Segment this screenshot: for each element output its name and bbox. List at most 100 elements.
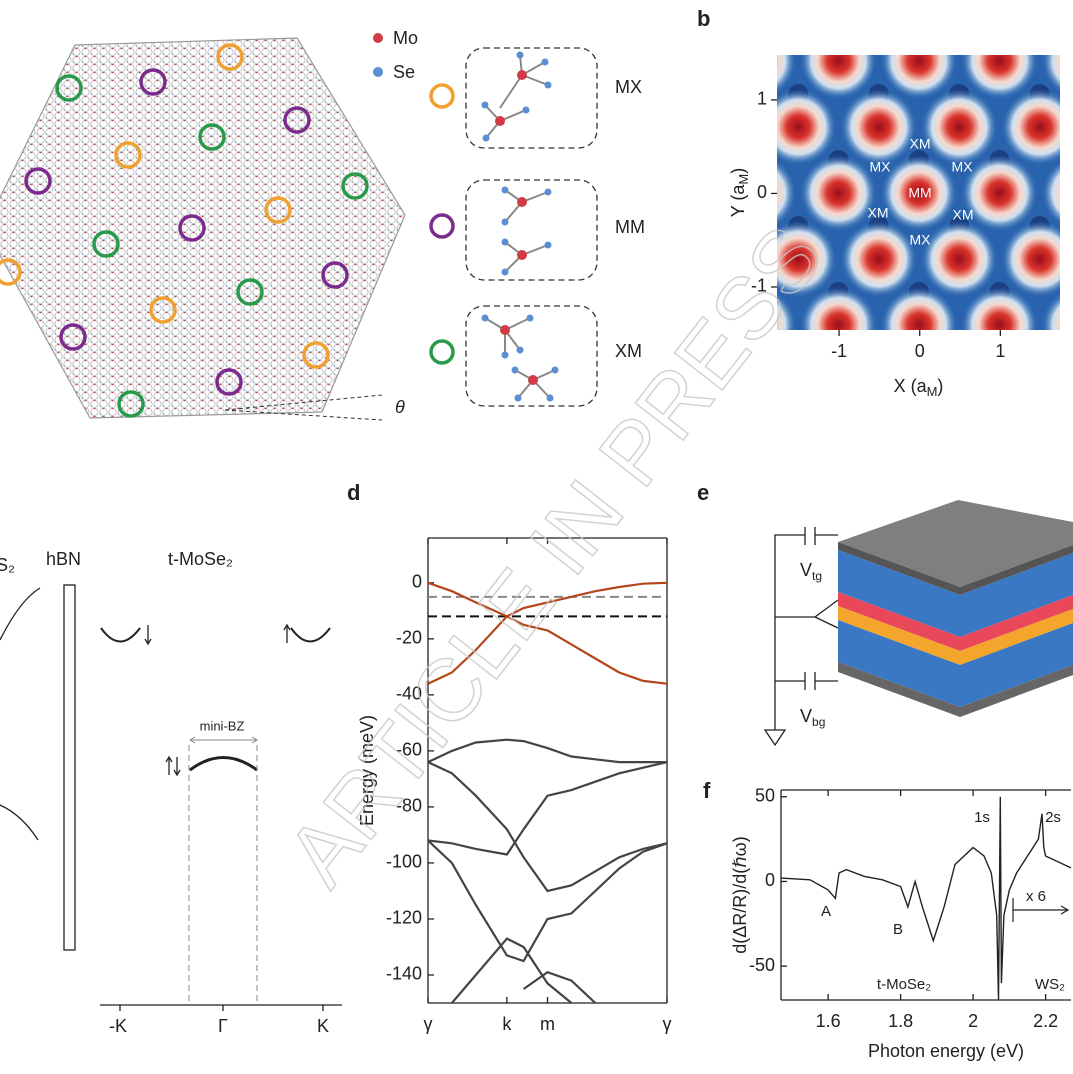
layer-label: S₂ (0, 555, 15, 575)
x-tick-label: 1 (995, 341, 1005, 361)
y-tick-label: 0 (765, 870, 775, 890)
y-tick-label: -60 (396, 740, 422, 760)
label-part: ) (728, 168, 748, 174)
panel-label: e (697, 480, 709, 505)
y-tick-label: 0 (757, 182, 767, 202)
atoms (481, 51, 559, 402)
annotation: B (893, 921, 903, 938)
device-stack (838, 500, 1073, 717)
layer-label: hBN (46, 549, 81, 569)
annotation: 2s (1045, 809, 1061, 826)
x-tick-label: 0 (915, 341, 925, 361)
panel-a: θ Mo Se M (0, 28, 645, 421)
y-tick-label: -120 (386, 908, 422, 928)
y-tick-label: -50 (749, 955, 775, 975)
x-axis-label: Photon energy (eV) (868, 1041, 1024, 1061)
x-tick-label: 2 (968, 1011, 978, 1031)
annotation: WS₂ (1035, 976, 1065, 993)
x-axis-label: X (aM) (894, 376, 944, 400)
k-label: -K (109, 1016, 127, 1036)
legend-label: Mo (393, 28, 418, 48)
annotation: MX (870, 159, 892, 175)
annotation: XM (953, 207, 974, 223)
y-axis-label: Y (aM) (728, 168, 752, 218)
heatmap (777, 55, 1060, 330)
data-line (428, 581, 667, 685)
annotation: XM (868, 205, 889, 221)
label-part: ) (937, 376, 943, 396)
y-tick-label: 1 (757, 89, 767, 109)
data-line (428, 761, 667, 893)
legend-label: Se (393, 62, 415, 82)
x-tick-label: γ (424, 1014, 433, 1034)
y-tick-label: -140 (386, 964, 422, 984)
angle-label: θ (395, 397, 405, 417)
x-tick-label: -1 (831, 341, 847, 361)
angle-lines (224, 394, 383, 421)
data-line (428, 761, 667, 856)
gate-label: Vtg (800, 560, 822, 583)
annotation: MX (910, 232, 932, 248)
annotation: MM (908, 185, 931, 201)
y-tick-label: -40 (396, 684, 422, 704)
panel-label: f (703, 778, 711, 803)
y-tick-label: -20 (396, 628, 422, 648)
panel-label: d (347, 480, 360, 505)
label-part: X (a (894, 376, 928, 396)
circuit (763, 527, 839, 747)
k-label: Γ (218, 1016, 228, 1036)
stacking-label: XM (615, 341, 642, 361)
panel-c: S₂ hBN t-MoSe₂ mini-BZ -K Γ K (0, 549, 342, 1036)
x-tick-label: k (502, 1014, 512, 1034)
y-tick-label: 0 (412, 572, 422, 592)
mo-dot (373, 33, 383, 43)
k-axis (100, 1004, 342, 1011)
y-tick-label: 50 (755, 786, 775, 806)
k-label: K (317, 1016, 329, 1036)
stacking-label: MX (615, 77, 642, 97)
x-tick-label: 1.8 (888, 1011, 913, 1031)
label-part: M (927, 384, 938, 399)
y-axis-label: d(ΔR/R)/d(ℏω) (730, 836, 750, 953)
data-line (428, 738, 667, 764)
plot-area (428, 581, 667, 1003)
annotation: x 6 (1026, 888, 1046, 905)
x-tick-label: γ (663, 1014, 672, 1034)
legend-circles (429, 83, 455, 365)
stacking-boxes (465, 47, 598, 407)
annotation: XM (910, 136, 931, 152)
gate-label: Vbg (800, 706, 825, 729)
arrow-head (1060, 905, 1070, 915)
label-part: M (736, 174, 751, 185)
x-tick-label: 2.2 (1033, 1011, 1058, 1031)
panel-e: Vtg Vbg (763, 500, 1073, 747)
y-tick-label: -1 (751, 276, 767, 296)
data-line (522, 970, 597, 1003)
y-axis-label: Energy (meV) (357, 715, 377, 826)
x-tick-label: m (540, 1014, 555, 1034)
data-line (781, 796, 1072, 1000)
data-line (451, 937, 573, 1003)
y-tick-label: -80 (396, 796, 422, 816)
annotation: 1s (974, 809, 990, 826)
label-part: Y (a (728, 184, 748, 218)
panel-label: b (697, 6, 710, 31)
annotation: MX (952, 159, 974, 175)
y-tick-label: -100 (386, 852, 422, 872)
mini-bz-label: mini-BZ (200, 718, 245, 733)
stacking-circles (0, 43, 369, 418)
mini-bz-markers (188, 736, 258, 1005)
band-curves (0, 587, 331, 841)
se-dot (373, 67, 383, 77)
x-tick-label: 1.6 (816, 1011, 841, 1031)
data-line (428, 581, 667, 685)
annotation: t-MoSe₂ (877, 976, 931, 993)
annotation: A (821, 903, 831, 920)
hbn-gap (63, 584, 76, 951)
plot-area (781, 796, 1072, 1000)
layer-label: t-MoSe₂ (168, 549, 233, 569)
stacking-label: MM (615, 217, 645, 237)
data-line (428, 839, 667, 963)
